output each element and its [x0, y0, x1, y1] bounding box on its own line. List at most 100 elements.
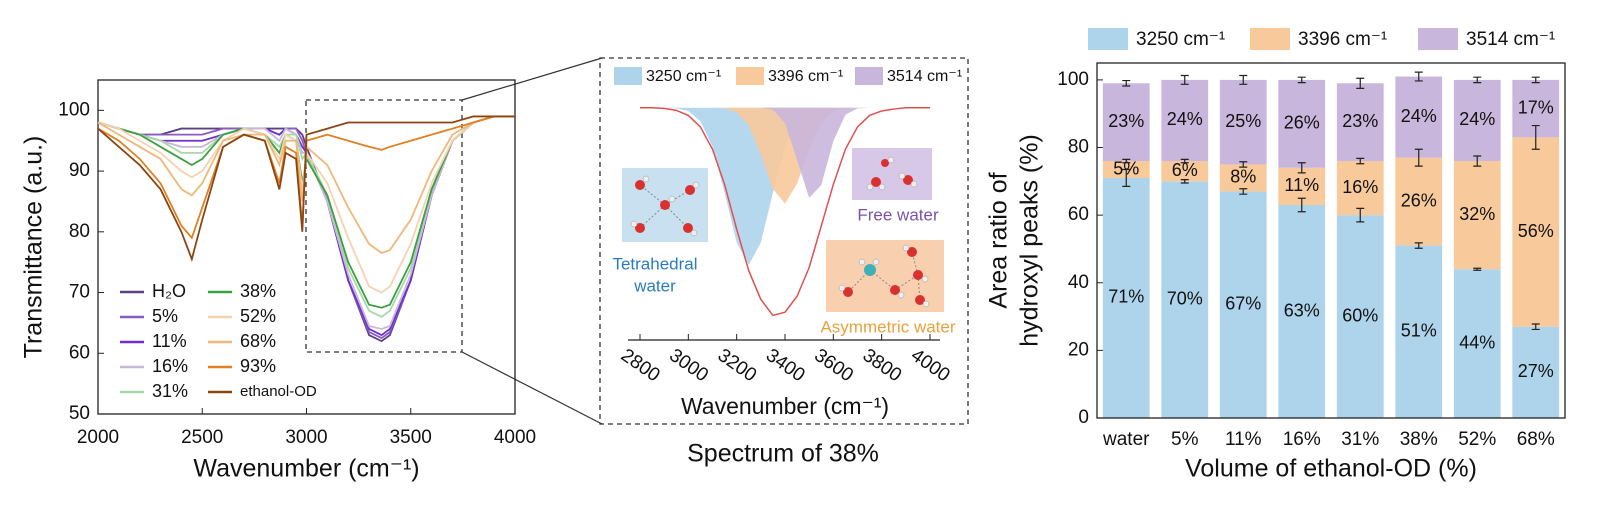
y-axis-label: Transmittance (a.u.): [20, 136, 48, 359]
x-tick-label: 3400: [762, 345, 809, 386]
error-bar: [1473, 76, 1482, 84]
zoom-line: [461, 351, 603, 425]
error-bar: [1473, 155, 1482, 167]
value-label: 70%: [1167, 288, 1203, 308]
error-bar: [1414, 242, 1423, 249]
value-label: 26%: [1401, 190, 1437, 210]
legend-label: 5%: [152, 306, 178, 326]
error-bar: [1414, 71, 1423, 82]
legend-label: 11%: [152, 331, 187, 351]
x-tick-label: 4000: [494, 427, 536, 448]
annotation: water: [633, 276, 676, 295]
legend-label: H₂O: [152, 281, 186, 301]
x-tick-label: 3800: [859, 345, 906, 386]
y-tick-label: 70: [69, 282, 90, 303]
legend-label: 38%: [240, 281, 276, 301]
bar-segment: [1278, 205, 1326, 418]
error-bar: [1356, 207, 1365, 223]
y-tick-label: 80: [69, 221, 90, 242]
bar-segment: [1453, 79, 1501, 162]
x-axis-label: Volume of ethanol-OD (%): [1185, 455, 1477, 483]
x-tick-label: 38%: [1400, 429, 1438, 450]
bar-segment: [1219, 191, 1267, 418]
y-axis-label: hydroxyl peaks (%): [1016, 134, 1044, 347]
error-bar: [1122, 79, 1131, 87]
error-bar: [1356, 77, 1365, 89]
x-tick-label: 3200: [714, 345, 761, 386]
value-label: 67%: [1225, 293, 1261, 313]
value-label: 5%: [1113, 158, 1139, 178]
bar-segment: [1453, 269, 1501, 418]
bar-segment: [1102, 83, 1150, 162]
bar-segment: [1161, 181, 1209, 418]
component-area: [640, 107, 930, 204]
bar-segment: [1219, 79, 1267, 165]
value-label: 6%: [1172, 160, 1198, 180]
error-bar: [1531, 124, 1540, 150]
error-bar: [1297, 76, 1306, 84]
legend-label: 52%: [240, 306, 276, 326]
value-label: 24%: [1401, 106, 1437, 126]
error-bar: [1356, 157, 1365, 165]
bar-segment: [1395, 157, 1443, 246]
legend-label: 3250 cm⁻¹: [1136, 29, 1225, 50]
x-tick-label: 3500: [390, 427, 432, 448]
bar-segment: [1278, 79, 1326, 168]
x-tick-label: 3000: [285, 427, 327, 448]
x-tick-label: water: [1102, 429, 1150, 450]
error-bar: [1239, 161, 1248, 168]
inset-box: [599, 57, 969, 425]
error-bar: [1414, 148, 1423, 167]
y-axis-label: Area ratio of: [985, 172, 1013, 308]
bar-segment: [1512, 326, 1560, 418]
spectrum-line: [97, 115, 515, 263]
chart-title: Spectrum of 38%: [687, 440, 879, 468]
y-tick-label: 50: [69, 403, 90, 424]
legend-swatch: [1250, 28, 1290, 50]
x-tick-label: 11%: [1225, 429, 1262, 450]
y-tick-label: 100: [1057, 69, 1089, 90]
free-water-illustration: [852, 148, 932, 200]
value-label: 8%: [1230, 167, 1256, 187]
bar-segment: [1161, 161, 1209, 182]
error-bar: [1122, 158, 1131, 164]
y-tick-label: 40: [1068, 272, 1089, 293]
error-bar: [1122, 168, 1131, 188]
y-tick-label: 80: [1068, 137, 1089, 158]
plot-frame: [1096, 62, 1566, 419]
x-tick-label: 2000: [77, 427, 119, 448]
x-tick-label: 16%: [1283, 429, 1321, 450]
x-tick-label: 3600: [810, 345, 857, 386]
value-label: 16%: [1342, 177, 1378, 197]
bar-segment: [1395, 76, 1443, 158]
x-tick-label: 31%: [1341, 429, 1379, 450]
legend-swatch: [614, 67, 642, 85]
error-bar: [1239, 188, 1248, 195]
error-bar: [1473, 267, 1482, 271]
y-tick-label: 60: [69, 342, 90, 363]
x-axis-label: Wavenumber (cm⁻¹): [681, 393, 889, 419]
bar-segment: [1336, 161, 1384, 216]
value-label: 27%: [1518, 361, 1554, 381]
legend-swatch: [736, 67, 764, 85]
value-label: 24%: [1167, 109, 1203, 129]
bar-segment: [1336, 83, 1384, 162]
legend-swatch: [855, 67, 883, 85]
bar-segment: [1336, 215, 1384, 418]
legend-label: ethanol-OD: [240, 383, 317, 400]
x-tick-label: 4000: [907, 345, 954, 386]
error-bar: [1531, 323, 1540, 331]
tetrahedral-illustration: [622, 168, 708, 242]
illustration-bg: [852, 148, 932, 200]
bar-segment: [1219, 164, 1267, 192]
value-label: 44%: [1459, 332, 1495, 352]
value-label: 24%: [1459, 109, 1495, 129]
x-tick-label: 2800: [617, 345, 664, 386]
value-label: 25%: [1225, 111, 1261, 131]
legend-label: 3250 cm⁻¹: [646, 68, 721, 85]
value-label: 23%: [1108, 111, 1144, 131]
legend-label: 31%: [152, 381, 188, 401]
asymmetric-illustration: [826, 240, 944, 312]
zoom-box: [305, 99, 463, 353]
